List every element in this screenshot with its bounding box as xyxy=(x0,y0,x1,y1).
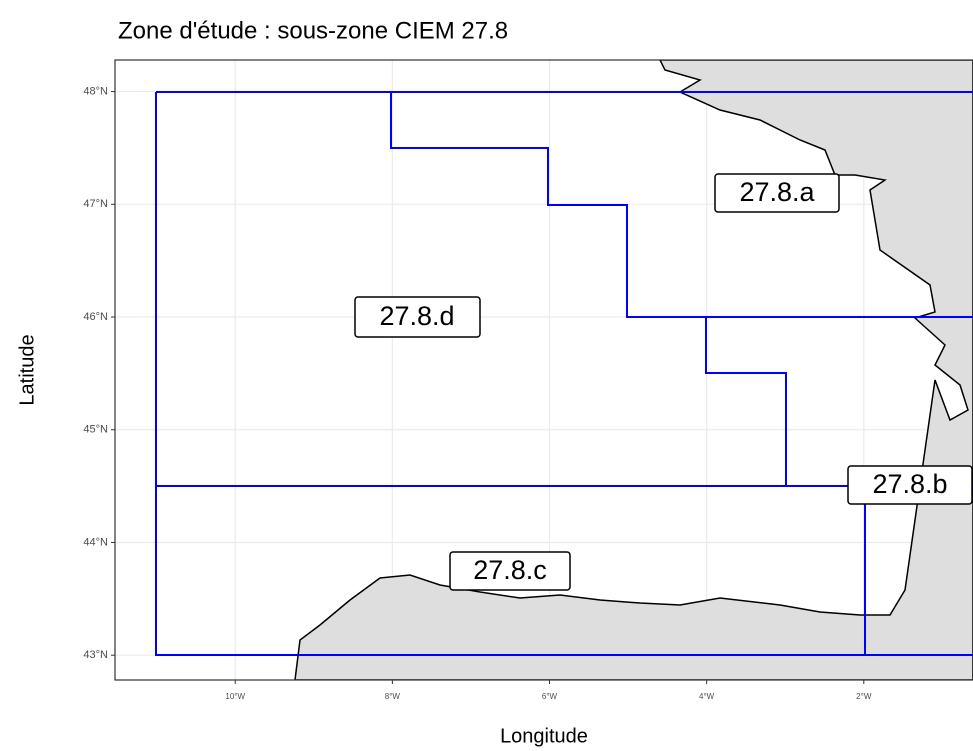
zone-label: 27.8.b xyxy=(847,465,973,505)
zone-label-text: 27.8.d xyxy=(379,301,454,331)
y-tick-label: 46°N xyxy=(83,311,108,323)
y-tick-label: 44°N xyxy=(83,536,108,548)
x-tick-label: 8°W xyxy=(385,692,401,701)
y-tick-label: 45°N xyxy=(83,424,108,436)
x-tick-label: 6°W xyxy=(542,692,558,701)
y-tick-label: 48°N xyxy=(83,85,108,97)
x-tick-label: 10°W xyxy=(225,692,245,701)
zone-label-text: 27.8.b xyxy=(872,469,947,499)
zone-label: 27.8.a xyxy=(714,173,840,213)
zone-label-text: 27.8.a xyxy=(739,177,815,207)
x-axis-label: Longitude xyxy=(500,725,588,747)
x-tick-label: 4°W xyxy=(699,692,715,701)
land xyxy=(294,60,973,680)
y-tick-label: 47°N xyxy=(83,198,108,210)
zone-label: 27.8.c xyxy=(449,551,571,591)
zone-label-text: 27.8.c xyxy=(473,555,547,585)
y-tick-label: 43°N xyxy=(83,649,108,661)
zone-boundary xyxy=(155,91,973,656)
x-tick-label: 2°W xyxy=(856,692,872,701)
map-title: Zone d'étude : sous-zone CIEM 27.8 xyxy=(118,17,508,44)
zone-label: 27.8.d xyxy=(354,296,481,338)
y-axis-label: Latitude xyxy=(16,334,38,405)
